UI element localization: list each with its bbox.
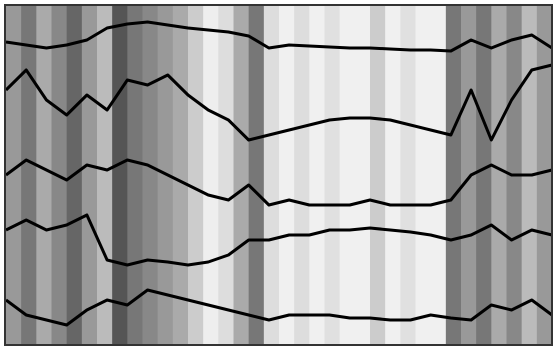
band [430, 6, 447, 344]
band [385, 6, 401, 344]
band [172, 6, 189, 344]
band [233, 6, 250, 344]
series-line [5, 158, 553, 207]
band [491, 6, 507, 344]
band [279, 6, 295, 344]
band [354, 6, 371, 344]
band [188, 6, 204, 344]
band [248, 6, 265, 344]
band [476, 6, 492, 344]
band [294, 6, 310, 344]
band [339, 6, 356, 344]
band [370, 6, 386, 344]
band [218, 6, 234, 344]
band [445, 6, 462, 344]
band [203, 6, 219, 344]
band [127, 6, 143, 344]
series-line [4, 63, 553, 142]
band [400, 6, 416, 344]
band [81, 6, 98, 344]
band [36, 6, 52, 344]
series-line [5, 213, 553, 267]
band [415, 6, 432, 344]
band [324, 6, 341, 344]
series-line [5, 20, 553, 53]
band [112, 6, 128, 344]
series-line [5, 288, 553, 327]
band [6, 6, 22, 344]
band [309, 6, 325, 344]
band [97, 6, 113, 344]
band [536, 6, 553, 344]
frame [4, 4, 553, 346]
lines [4, 20, 553, 327]
band [263, 6, 280, 344]
band [21, 6, 37, 344]
